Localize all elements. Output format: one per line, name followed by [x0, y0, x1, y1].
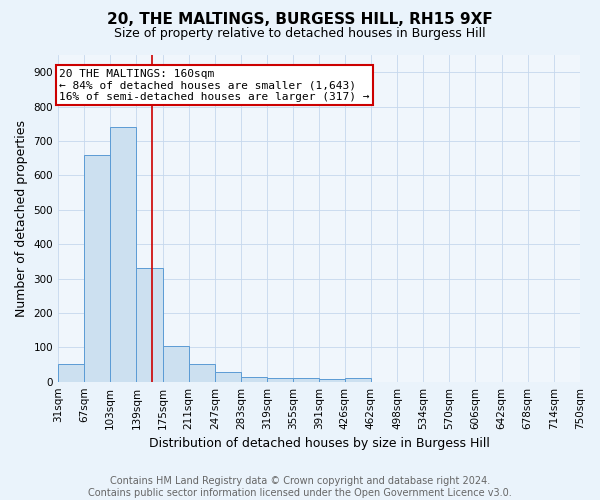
Bar	[58, 364, 84, 382]
Bar	[215, 372, 241, 382]
Bar	[241, 376, 267, 382]
X-axis label: Distribution of detached houses by size in Burgess Hill: Distribution of detached houses by size …	[149, 437, 490, 450]
Y-axis label: Number of detached properties: Number of detached properties	[15, 120, 28, 317]
Text: Size of property relative to detached houses in Burgess Hill: Size of property relative to detached ho…	[114, 28, 486, 40]
Bar	[189, 364, 215, 382]
Bar	[84, 154, 110, 382]
Bar	[345, 378, 371, 382]
Text: 20, THE MALTINGS, BURGESS HILL, RH15 9XF: 20, THE MALTINGS, BURGESS HILL, RH15 9XF	[107, 12, 493, 28]
Bar	[136, 268, 163, 382]
Text: 20 THE MALTINGS: 160sqm
← 84% of detached houses are smaller (1,643)
16% of semi: 20 THE MALTINGS: 160sqm ← 84% of detache…	[59, 69, 370, 102]
Bar	[163, 346, 189, 382]
Bar	[293, 378, 319, 382]
Bar	[110, 127, 136, 382]
Bar	[319, 380, 345, 382]
Bar	[267, 378, 293, 382]
Text: Contains HM Land Registry data © Crown copyright and database right 2024.
Contai: Contains HM Land Registry data © Crown c…	[88, 476, 512, 498]
